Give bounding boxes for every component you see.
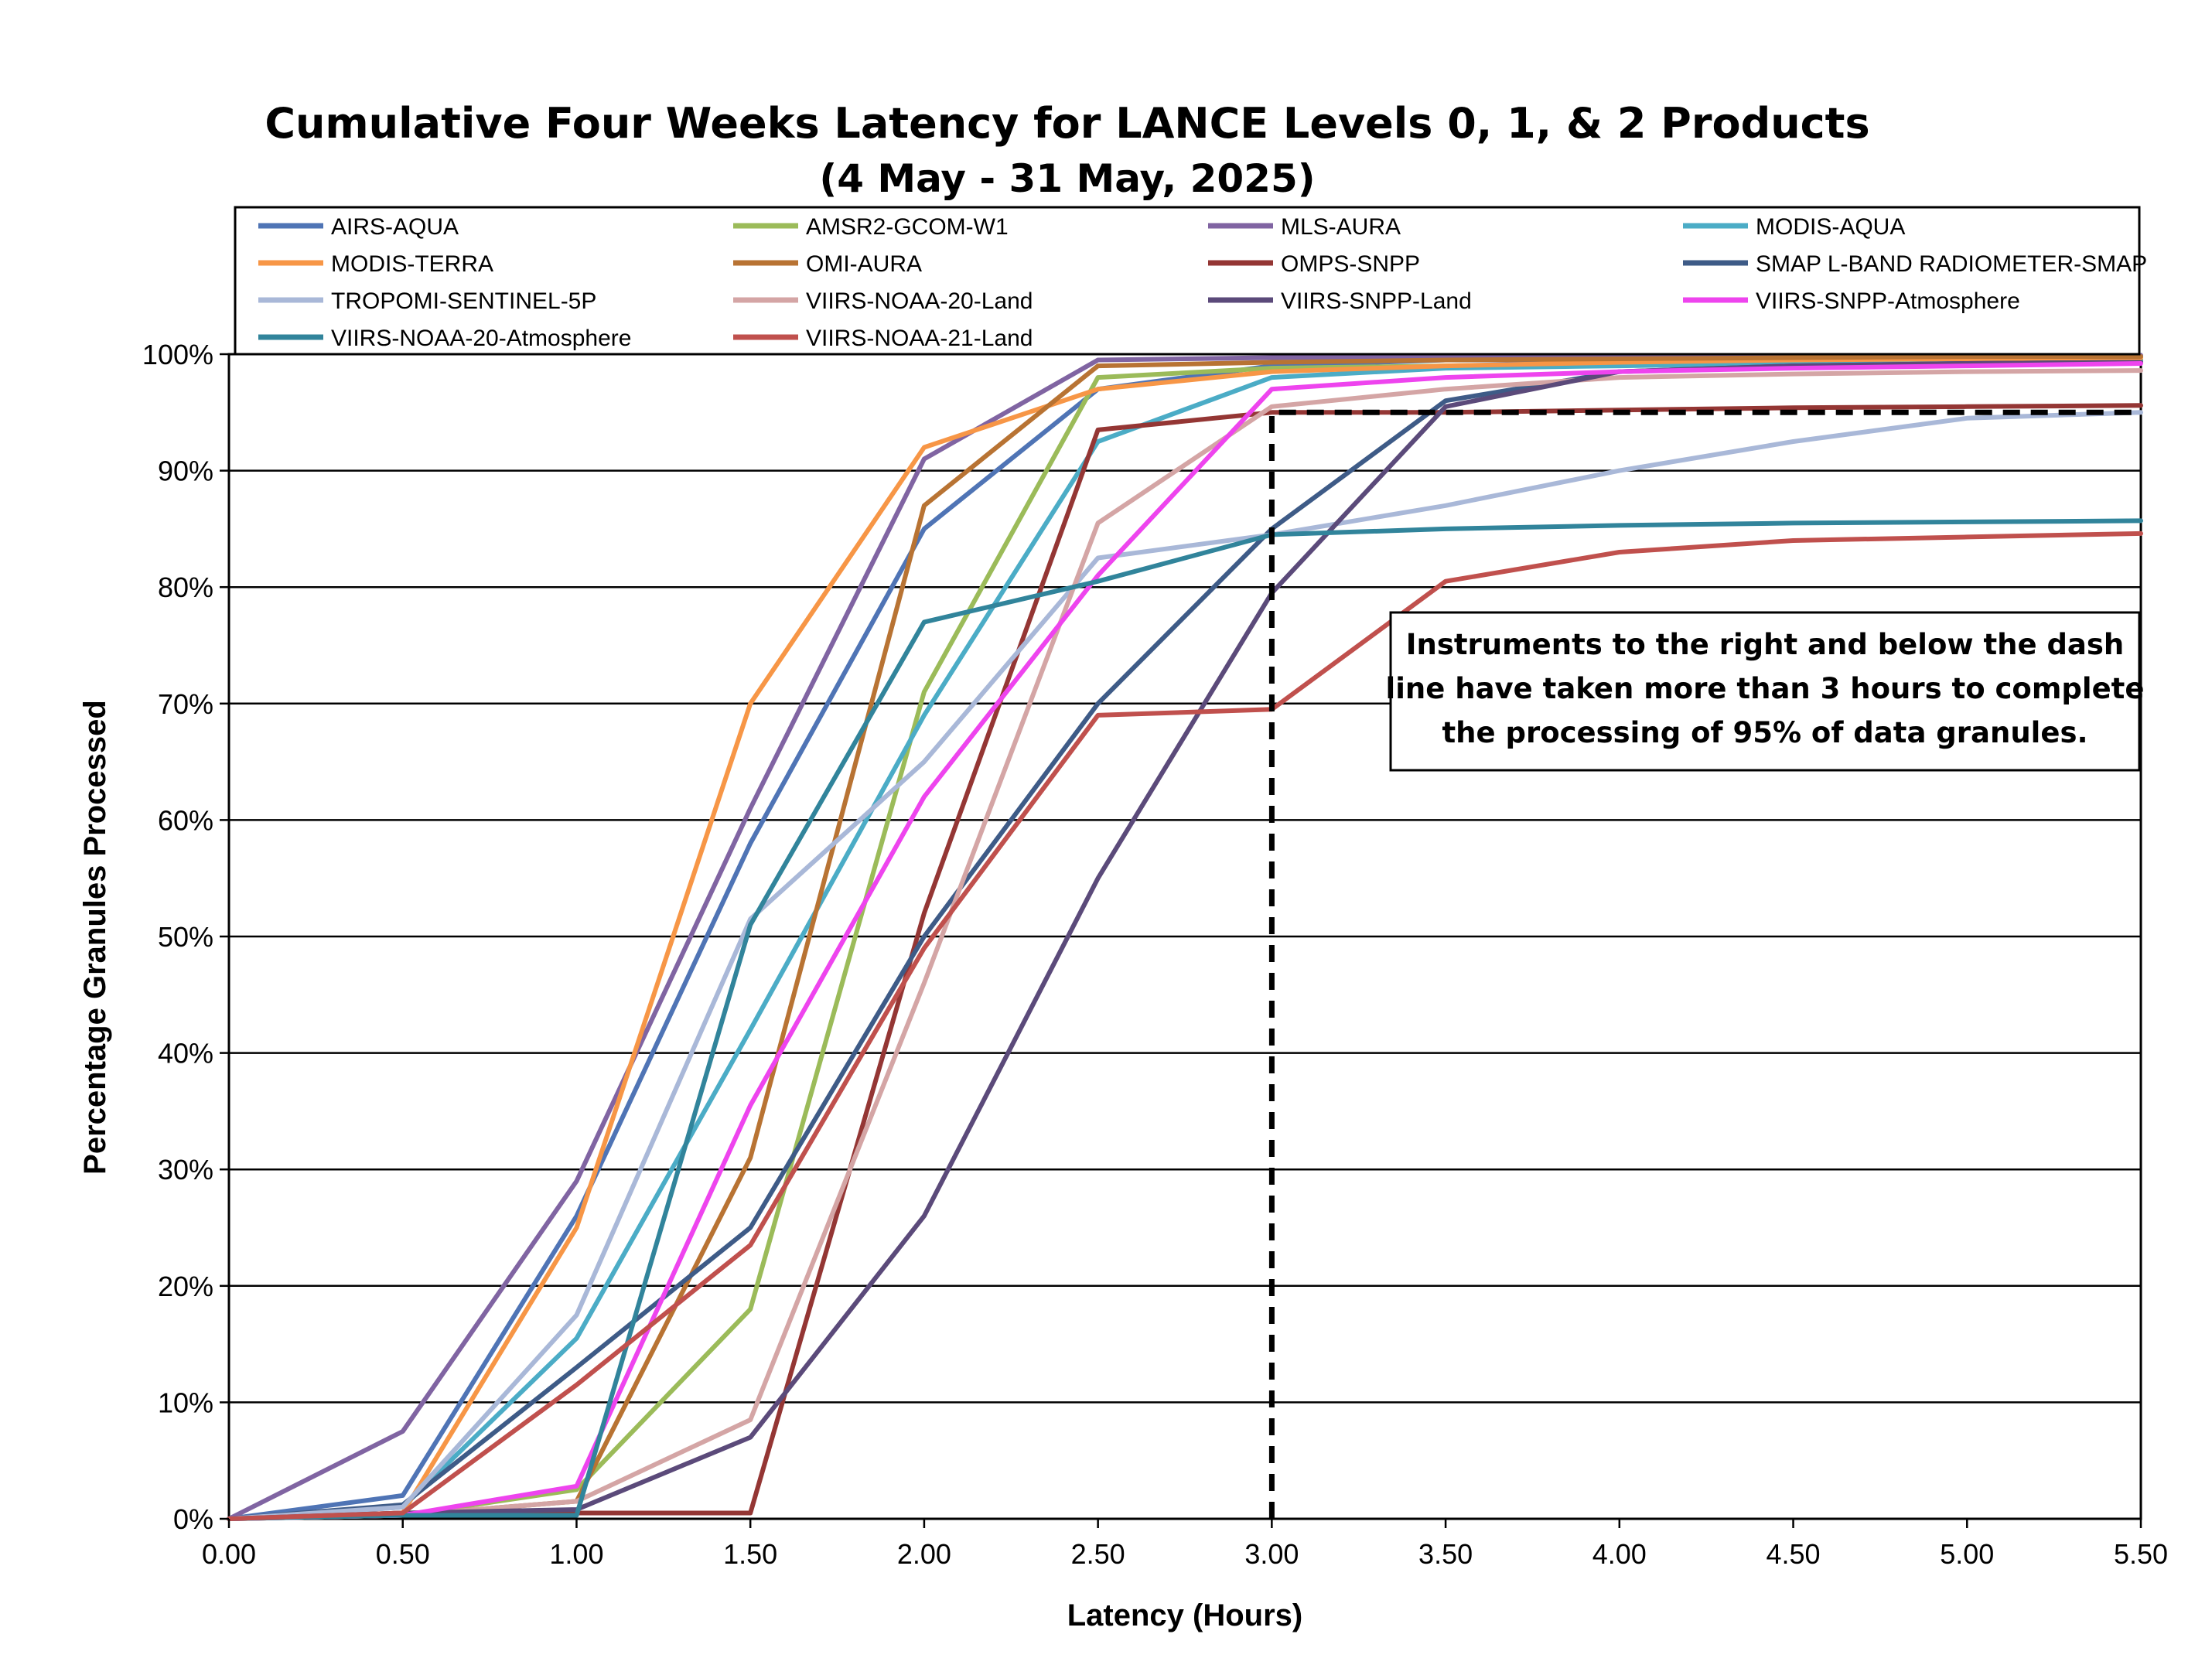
legend-label: VIIRS-NOAA-20-Atmosphere (331, 326, 631, 351)
x-tick-label: 3.50 (1418, 1538, 1473, 1570)
annotation-line-1: Instruments to the right and below the d… (1406, 628, 2125, 661)
series-line-viirs-noaa-20-land (227, 368, 2143, 1521)
series-line-viirs-snpp-atmosphere (227, 361, 2143, 1521)
x-tick-label: 4.50 (1767, 1538, 1821, 1570)
legend-item: VIIRS-SNPP-Land (1208, 288, 1472, 314)
legend-item: VIIRS-NOAA-20-Land (733, 288, 1033, 314)
series-line-viirs-snpp-land (227, 360, 2143, 1521)
legend-item: AIRS-AQUA (258, 214, 459, 240)
legend-label: OMPS-SNPP (1281, 251, 1420, 277)
legend-item: OMI-AURA (733, 251, 922, 277)
x-axis-title: Latency (Hours) (1067, 1598, 1303, 1632)
legend-label: AIRS-AQUA (331, 214, 459, 240)
x-tick-label: 4.00 (1592, 1538, 1647, 1570)
y-axis-title: Percentage Granules Processed (78, 700, 112, 1175)
x-tick-label: 2.50 (1071, 1538, 1125, 1570)
legend-label: TROPOMI-SENTINEL-5P (331, 288, 596, 314)
series-line-omps-snpp (227, 403, 2143, 1521)
legend-item: MODIS-TERRA (258, 251, 493, 277)
legend-item: AMSR2-GCOM-W1 (733, 214, 1009, 240)
legend-item: SMAP L-BAND RADIOMETER-SMAP (1683, 251, 2147, 277)
y-tick-label: 90% (158, 455, 213, 487)
legend-label: VIIRS-SNPP-Land (1281, 288, 1472, 314)
legend-item: VIIRS-NOAA-20-Atmosphere (258, 326, 631, 351)
x-tick-label: 0.50 (376, 1538, 430, 1570)
y-tick-label: 80% (158, 571, 213, 603)
y-tick-label: 10% (158, 1387, 213, 1418)
series-line-viirs-noaa-21-land (227, 530, 2143, 1521)
legend-label: MODIS-TERRA (331, 251, 493, 277)
annotation-box: Instruments to the right and below the d… (1386, 611, 2145, 772)
y-tick-label: 70% (158, 688, 213, 720)
y-tick-label: 30% (158, 1154, 213, 1186)
y-tick-label: 0% (173, 1503, 213, 1535)
y-tick-label: 50% (158, 921, 213, 953)
legend-item: MLS-AURA (1208, 214, 1401, 240)
series-line-tropomi-sentinel-5p (227, 410, 2143, 1521)
threshold-dashed-polyline (1268, 409, 2141, 1519)
legend-label: VIIRS-NOAA-21-Land (806, 326, 1033, 351)
x-tick-label: 0.00 (202, 1538, 256, 1570)
legend-label: VIIRS-NOAA-20-Land (806, 288, 1033, 314)
x-tick-label: 1.50 (723, 1538, 777, 1570)
legend-label: VIIRS-SNPP-Atmosphere (1756, 288, 2020, 314)
legend-item: MODIS-AQUA (1683, 214, 1905, 240)
x-tick-label: 5.50 (2114, 1538, 2168, 1570)
chart-title: Cumulative Four Weeks Latency for LANCE … (265, 99, 1869, 148)
chart-subtitle: (4 May - 31 May, 2025) (819, 156, 1315, 201)
legend-label: SMAP L-BAND RADIOMETER-SMAP (1756, 251, 2147, 277)
legend-item: VIIRS-SNPP-Atmosphere (1683, 288, 2020, 314)
legend: AIRS-AQUA AMSR2-GCOM-W1 MLS-AURA MODIS-AQUA… (258, 214, 2147, 351)
annotation-line-3: the processing of 95% of data granules. (1442, 716, 2087, 749)
y-tick-label: 20% (158, 1271, 213, 1302)
legend-label: OMI-AURA (806, 251, 922, 277)
x-tick-label: 1.00 (549, 1538, 603, 1570)
legend-box (234, 206, 2141, 356)
legend-label: MODIS-AQUA (1756, 214, 1905, 240)
y-tick-label: 100% (142, 339, 213, 370)
series-line-viirs-noaa-20-atmosphere (227, 518, 2143, 1521)
threshold-dash-line (1268, 409, 2141, 1519)
legend-item: OMPS-SNPP (1208, 251, 1420, 277)
axis-ticks: 0% 10% 20% 30% 40% 50% 60% 70% 80% 90% 100% 0.00 0.5… (142, 339, 2168, 1570)
legend-label: AMSR2-GCOM-W1 (806, 214, 1009, 240)
legend-label: MLS-AURA (1281, 214, 1401, 240)
x-tick-label: 2.00 (897, 1538, 951, 1570)
x-tick-label: 5.00 (1940, 1538, 1994, 1570)
y-tick-label: 60% (158, 804, 213, 836)
annotation-line-2: line have taken more than 3 hours to com… (1386, 672, 2145, 705)
y-tick-label: 40% (158, 1038, 213, 1070)
legend-item: VIIRS-NOAA-21-Land (733, 326, 1033, 351)
legend-item: TROPOMI-SENTINEL-5P (258, 288, 596, 314)
x-tick-label: 3.00 (1244, 1538, 1299, 1570)
